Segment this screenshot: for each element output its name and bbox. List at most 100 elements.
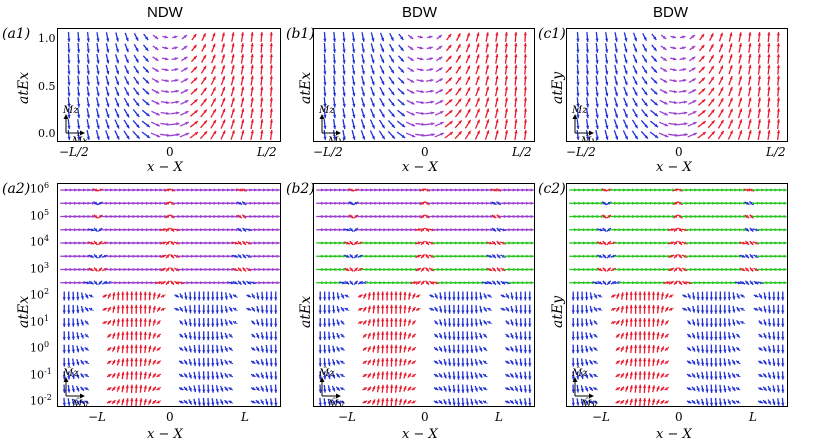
arrow-pb2-3-38	[485, 228, 494, 232]
ytick-a2-6: 100	[30, 340, 50, 355]
arrow-pb2-14-46	[523, 371, 527, 380]
arrow-pb1-7-16	[474, 108, 481, 119]
arrow-pb1-8-13	[444, 120, 454, 128]
arrow-pb2-11-11	[367, 332, 371, 339]
arrow-pa2-16-15	[130, 397, 134, 406]
arrow-pb2-10-18	[398, 318, 403, 327]
arrow-pa1-3-19	[250, 64, 254, 75]
arrow-pc2-10-26	[686, 320, 692, 325]
arrow-pc2-15-11	[620, 386, 625, 392]
arrow-pc2-16-4	[588, 399, 594, 405]
arrow-pb2-13-47	[528, 357, 532, 367]
arrow-pb2-10-16	[389, 318, 394, 327]
arrow-pa1-8-5	[114, 119, 120, 129]
arrow-pa2-0-47	[271, 188, 280, 192]
arrow-pa2-5-6	[88, 254, 95, 259]
arrow-pa2-13-2	[71, 358, 75, 367]
arrow-pb2-11-27	[438, 332, 443, 339]
arrow-pc1-5-3	[604, 86, 609, 97]
arrow-pa1-7-0	[67, 108, 71, 119]
arrow-pa2-7-40	[242, 280, 247, 286]
arrow-pc1-2-19	[757, 53, 761, 64]
arrow-pc2-10-47	[781, 318, 785, 327]
arrow-pa2-8-44	[260, 291, 264, 301]
arrow-pb2-14-9	[356, 373, 364, 378]
arrow-pc2-16-43	[762, 399, 768, 405]
arrow-pb1-0-0	[323, 31, 327, 43]
arrow-pc2-13-1	[576, 358, 580, 367]
arrow-pc2-13-41	[752, 360, 760, 364]
arrow-pa2-5-5	[82, 254, 91, 258]
arrow-pc2-8-36	[732, 292, 736, 300]
arrow-pb2-12-9	[356, 347, 364, 351]
arrow-pa2-13-34	[215, 358, 219, 367]
arrow-pb2-3-7	[349, 227, 354, 233]
xtick-c1-right: L/2	[766, 145, 786, 159]
arrow-pc2-11-46	[776, 331, 780, 341]
arrow-pc2-15-34	[723, 385, 727, 393]
arrow-pa2-10-17	[139, 318, 143, 327]
arrow-pc2-12-20	[660, 346, 665, 352]
arrow-pb2-15-36	[478, 386, 483, 392]
arrow-pb1-1-5	[370, 43, 375, 53]
arrow-pc2-8-19	[656, 291, 660, 301]
arrow-pa2-14-34	[215, 371, 219, 380]
arrow-pb2-8-31	[456, 291, 461, 301]
arrow-pc2-5-39	[744, 253, 750, 259]
arrow-pb2-8-18	[398, 291, 403, 301]
arrow-pa2-16-42	[250, 400, 256, 404]
panel-b1: M̂z M̂y	[313, 28, 535, 142]
arrow-pa2-1-6	[87, 201, 96, 205]
arrow-pa2-12-41	[245, 347, 253, 351]
arrow-pb1-2-2	[342, 53, 346, 64]
arrow-pb2-12-42	[505, 346, 510, 352]
arrow-pb2-11-2	[327, 331, 331, 340]
arrow-pa2-10-37	[228, 320, 233, 325]
arrow-pa2-10-41	[245, 320, 253, 325]
arrow-pa2-14-35	[220, 372, 224, 379]
arrow-pa2-6-22	[160, 267, 167, 272]
arrow-pa1-1-16	[221, 43, 225, 53]
arrow-pa1-8-17	[230, 119, 235, 130]
arrow-pa2-16-11	[111, 399, 116, 405]
arrow-pa1-8-14	[200, 119, 208, 129]
xlabel-a1: x − X	[147, 160, 183, 175]
arrow-pb1-5-12	[435, 88, 444, 94]
arrow-pc2-7-37	[734, 281, 742, 285]
arrow-pb2-16-29	[448, 398, 452, 406]
arrow-pb2-10-29	[447, 318, 452, 327]
arrow-pb1-6-11	[425, 100, 435, 104]
arrow-pc2-13-35	[727, 358, 731, 366]
arrow-pc2-4-39	[744, 240, 750, 246]
arrow-pa1-9-4	[105, 130, 110, 140]
arrow-pc2-11-31	[709, 331, 714, 341]
arrow-pc1-2-1	[585, 53, 590, 64]
arrow-pb2-8-20	[407, 292, 412, 300]
arrow-pb2-13-25	[428, 360, 436, 364]
arrow-pa2-8-17	[139, 291, 143, 301]
arrow-pa2-15-16	[134, 384, 138, 393]
arrow-pc2-14-35	[727, 372, 731, 379]
arrow-pb2-7-8	[353, 280, 359, 286]
arrow-pb2-6-47	[525, 267, 534, 272]
arrow-pc2-11-32	[714, 331, 718, 341]
arrow-pb1-7-13	[444, 109, 453, 117]
arrow-pc1-1-14	[708, 43, 714, 52]
xtick-c2-right: L	[749, 410, 757, 424]
arrow-pa2-10-31	[202, 318, 206, 327]
arrow-pa2-15-14	[125, 384, 129, 393]
arrow-pc2-8-27	[692, 292, 696, 300]
arrow-pc2-16-20	[660, 399, 665, 405]
arrow-pa2-4-6	[88, 241, 95, 245]
arrow-pc1-4-6	[632, 76, 638, 86]
arrow-pa2-14-32	[206, 371, 210, 380]
arrow-pb2-9-16	[389, 304, 394, 314]
panel-label-a1: (a1)	[2, 26, 31, 42]
arrow-pc1-8-10	[668, 122, 679, 126]
arrow-pc1-1-3	[605, 42, 609, 53]
arrow-pa2-16-31	[202, 397, 206, 406]
arrow-pb2-8-15	[385, 291, 389, 301]
arrow-pa1-4-9	[151, 78, 160, 84]
arrow-pb2-10-41	[499, 320, 507, 325]
arrow-pc2-6-37	[734, 267, 743, 272]
